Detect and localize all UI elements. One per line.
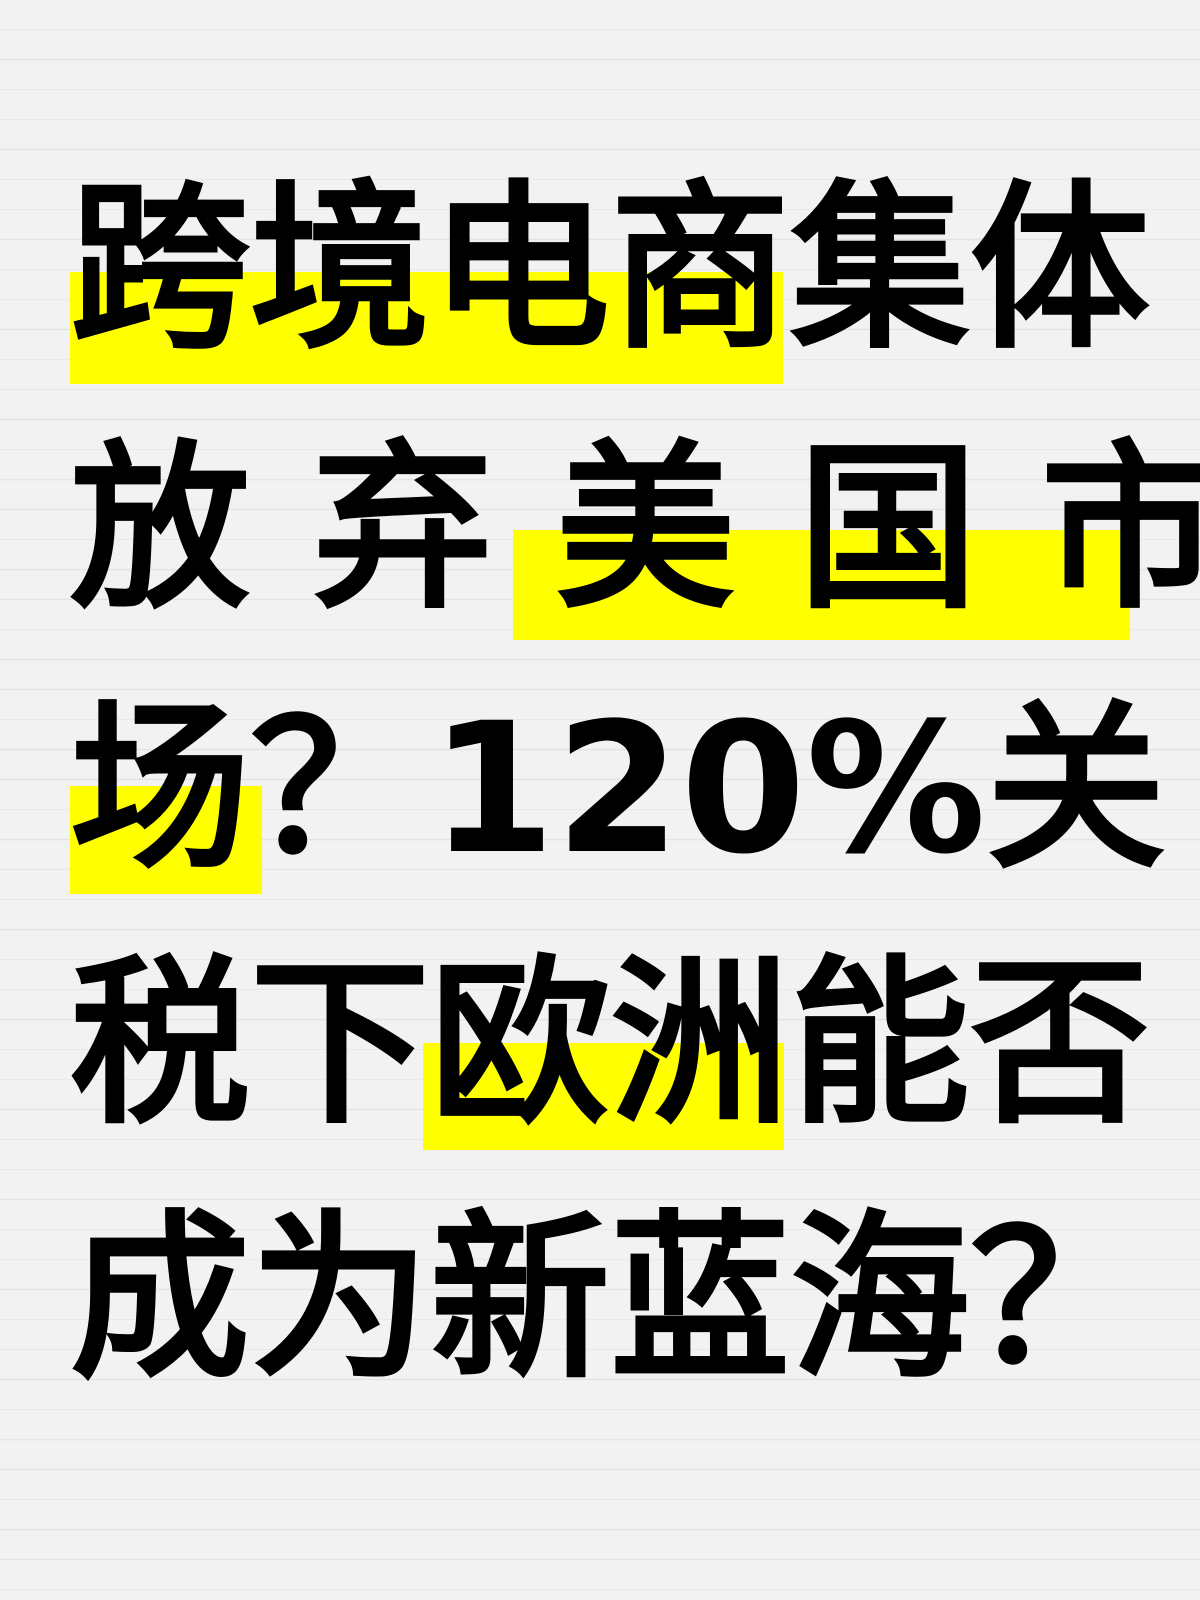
highlight-bar-1 xyxy=(70,272,783,384)
headline-line-4: 税下欧洲能否 xyxy=(70,940,1151,1149)
highlight-bar-2 xyxy=(513,530,1130,640)
headline-line-1: 跨境电商集体 xyxy=(70,165,1151,374)
headline-line-3: 场？120%关 xyxy=(70,685,1167,894)
highlight-bar-4 xyxy=(423,1043,784,1150)
highlight-bar-3 xyxy=(70,786,262,894)
headline-line-5: 成为新蓝海？ xyxy=(70,1195,1151,1404)
headline-line-2: 放 弃 美 国 市 xyxy=(70,425,1200,634)
